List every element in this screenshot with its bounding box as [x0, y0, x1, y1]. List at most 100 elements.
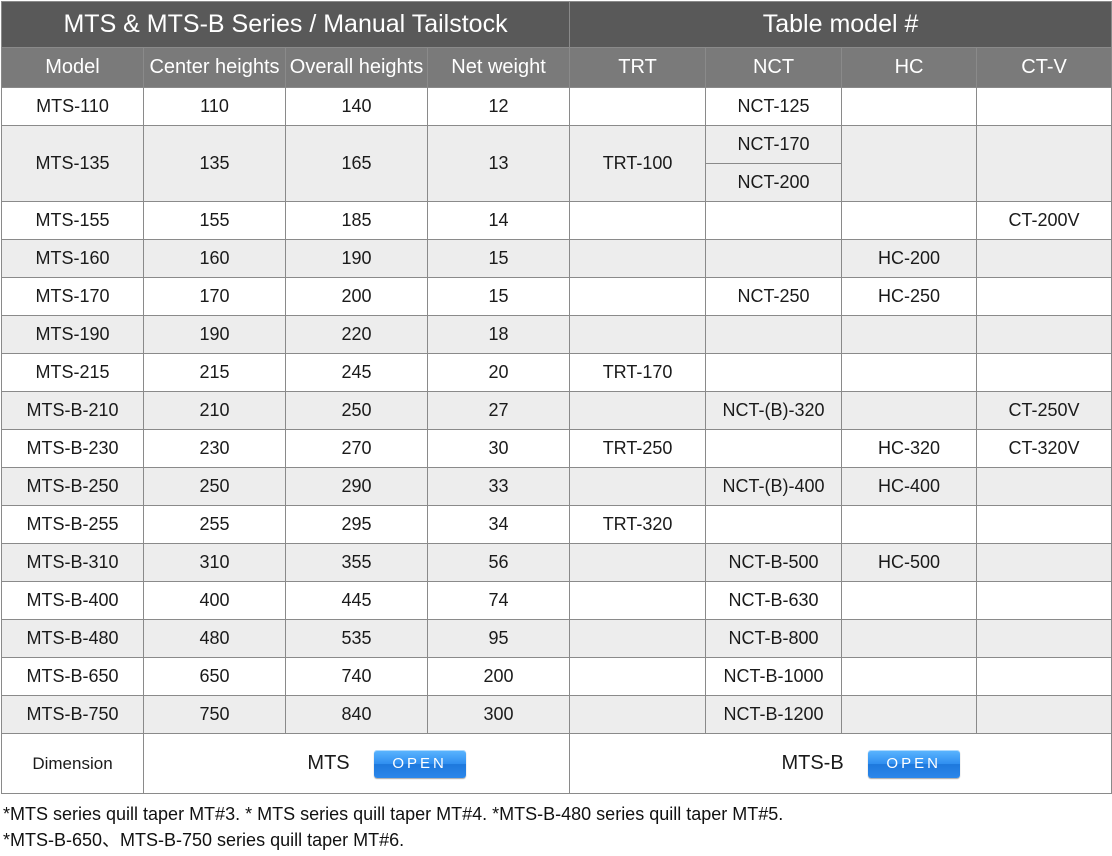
table-row: MTS-110 110 140 12 NCT-125	[1, 87, 1112, 126]
nct-cell: NCT-B-630	[705, 581, 843, 620]
trt-cell	[569, 87, 707, 126]
center-height-cell: 650	[143, 657, 286, 696]
table-row: MTS-B-255 255 295 34 TRT-320	[1, 505, 1112, 544]
model-cell: MTS-B-480	[1, 619, 144, 658]
net-weight-cell: 34	[426, 505, 571, 544]
hc-cell	[841, 505, 978, 544]
overall-height-cell: 445	[285, 581, 428, 620]
column-header-overall-heights: Overall heights	[285, 47, 428, 88]
dimension-label: Dimension	[1, 733, 144, 794]
model-cell: MTS-110	[1, 87, 144, 126]
model-cell: MTS-170	[1, 277, 144, 316]
trt-cell	[569, 315, 707, 354]
hc-cell	[841, 315, 978, 354]
table-row: MTS-B-210 210 250 27 NCT-(B)-320 CT-250V	[1, 391, 1112, 430]
mts-dimension-label: MTS	[307, 752, 350, 774]
table-row: MTS-B-750 750 840 300 NCT-B-1200	[1, 695, 1112, 734]
overall-height-cell: 200	[285, 277, 428, 316]
dimension-row: Dimension MTS OPEN MTS-B OPEN	[1, 733, 1112, 794]
footnote-line: *MTS series quill taper MT#3. * MTS seri…	[3, 804, 784, 824]
ct-v-cell	[976, 239, 1112, 278]
nct-cell: NCT-200	[705, 163, 843, 202]
trt-cell	[569, 581, 707, 620]
net-weight-cell: 12	[426, 87, 571, 126]
ct-v-cell	[976, 87, 1112, 126]
model-cell: MTS-190	[1, 315, 144, 354]
nct-cell	[705, 239, 843, 278]
center-height-cell: 230	[143, 429, 286, 468]
model-cell: MTS-B-230	[1, 429, 144, 468]
center-height-cell: 250	[143, 467, 286, 506]
model-cell: MTS-B-750	[1, 695, 144, 734]
trt-cell	[569, 695, 707, 734]
nct-cell: NCT-170	[705, 125, 843, 164]
ct-v-cell	[976, 467, 1112, 506]
net-weight-cell: 200	[426, 657, 571, 696]
hc-cell	[841, 581, 978, 620]
model-cell: MTS-B-400	[1, 581, 144, 620]
column-header-model: Model	[1, 47, 144, 88]
overall-height-cell: 220	[285, 315, 428, 354]
overall-height-cell: 185	[285, 201, 428, 240]
ct-v-cell	[976, 657, 1112, 696]
trt-cell	[569, 657, 707, 696]
nct-cell: NCT-B-800	[705, 619, 843, 658]
overall-height-cell: 355	[285, 543, 428, 582]
model-cell: MTS-155	[1, 201, 144, 240]
model-cell: MTS-B-650	[1, 657, 144, 696]
overall-height-cell: 270	[285, 429, 428, 468]
center-height-cell: 310	[143, 543, 286, 582]
column-header-ct-v: CT-V	[976, 47, 1112, 88]
nct-cell	[705, 353, 843, 392]
trt-cell	[569, 239, 707, 278]
overall-height-cell: 295	[285, 505, 428, 544]
model-cell: MTS-215	[1, 353, 144, 392]
overall-height-cell: 740	[285, 657, 428, 696]
net-weight-cell: 30	[426, 429, 571, 468]
mtsb-dimension-label: MTS-B	[781, 752, 844, 774]
center-height-cell: 110	[143, 87, 286, 126]
table-row: MTS-B-480 480 535 95 NCT-B-800	[1, 619, 1112, 658]
net-weight-cell: 14	[426, 201, 571, 240]
center-height-cell: 480	[143, 619, 286, 658]
net-weight-cell: 300	[426, 695, 571, 734]
ct-v-cell	[976, 505, 1112, 544]
ct-v-cell	[976, 619, 1112, 658]
net-weight-cell: 13	[426, 125, 571, 202]
overall-height-cell: 250	[285, 391, 428, 430]
overall-height-cell: 245	[285, 353, 428, 392]
hc-cell: HC-500	[841, 543, 978, 582]
table-row: MTS-160 160 190 15 HC-200	[1, 239, 1112, 278]
hc-cell	[841, 391, 978, 430]
model-cell: MTS-160	[1, 239, 144, 278]
nct-cell: NCT-B-500	[705, 543, 843, 582]
overall-height-cell: 165	[285, 125, 428, 202]
center-height-cell: 160	[143, 239, 286, 278]
ct-v-cell	[976, 315, 1112, 354]
hc-cell: HC-400	[841, 467, 978, 506]
table-row: MTS-B-250 250 290 33 NCT-(B)-400 HC-400	[1, 467, 1112, 506]
nct-cell	[705, 429, 843, 468]
nct-cell: NCT-250	[705, 277, 843, 316]
table-row: MTS-B-400 400 445 74 NCT-B-630	[1, 581, 1112, 620]
ct-v-cell: CT-200V	[976, 201, 1112, 240]
hc-cell	[841, 619, 978, 658]
model-cell: MTS-B-255	[1, 505, 144, 544]
trt-cell: TRT-320	[569, 505, 707, 544]
trt-cell	[569, 543, 707, 582]
table-row: MTS-215 215 245 20 TRT-170	[1, 353, 1112, 392]
overall-height-cell: 290	[285, 467, 428, 506]
center-height-cell: 190	[143, 315, 286, 354]
mts-open-button[interactable]: OPEN	[373, 749, 466, 778]
nct-cell	[705, 201, 843, 240]
nct-cell: NCT-(B)-400	[705, 467, 843, 506]
table-row: MTS-155 155 185 14 CT-200V	[1, 201, 1112, 240]
net-weight-cell: 33	[426, 467, 571, 506]
net-weight-cell: 56	[426, 543, 571, 582]
hc-cell	[841, 695, 978, 734]
hc-cell	[841, 125, 978, 202]
column-header-net-weight: Net weight	[426, 47, 571, 88]
overall-height-cell: 190	[285, 239, 428, 278]
mtsb-open-button[interactable]: OPEN	[867, 749, 960, 778]
trt-cell: TRT-250	[569, 429, 707, 468]
